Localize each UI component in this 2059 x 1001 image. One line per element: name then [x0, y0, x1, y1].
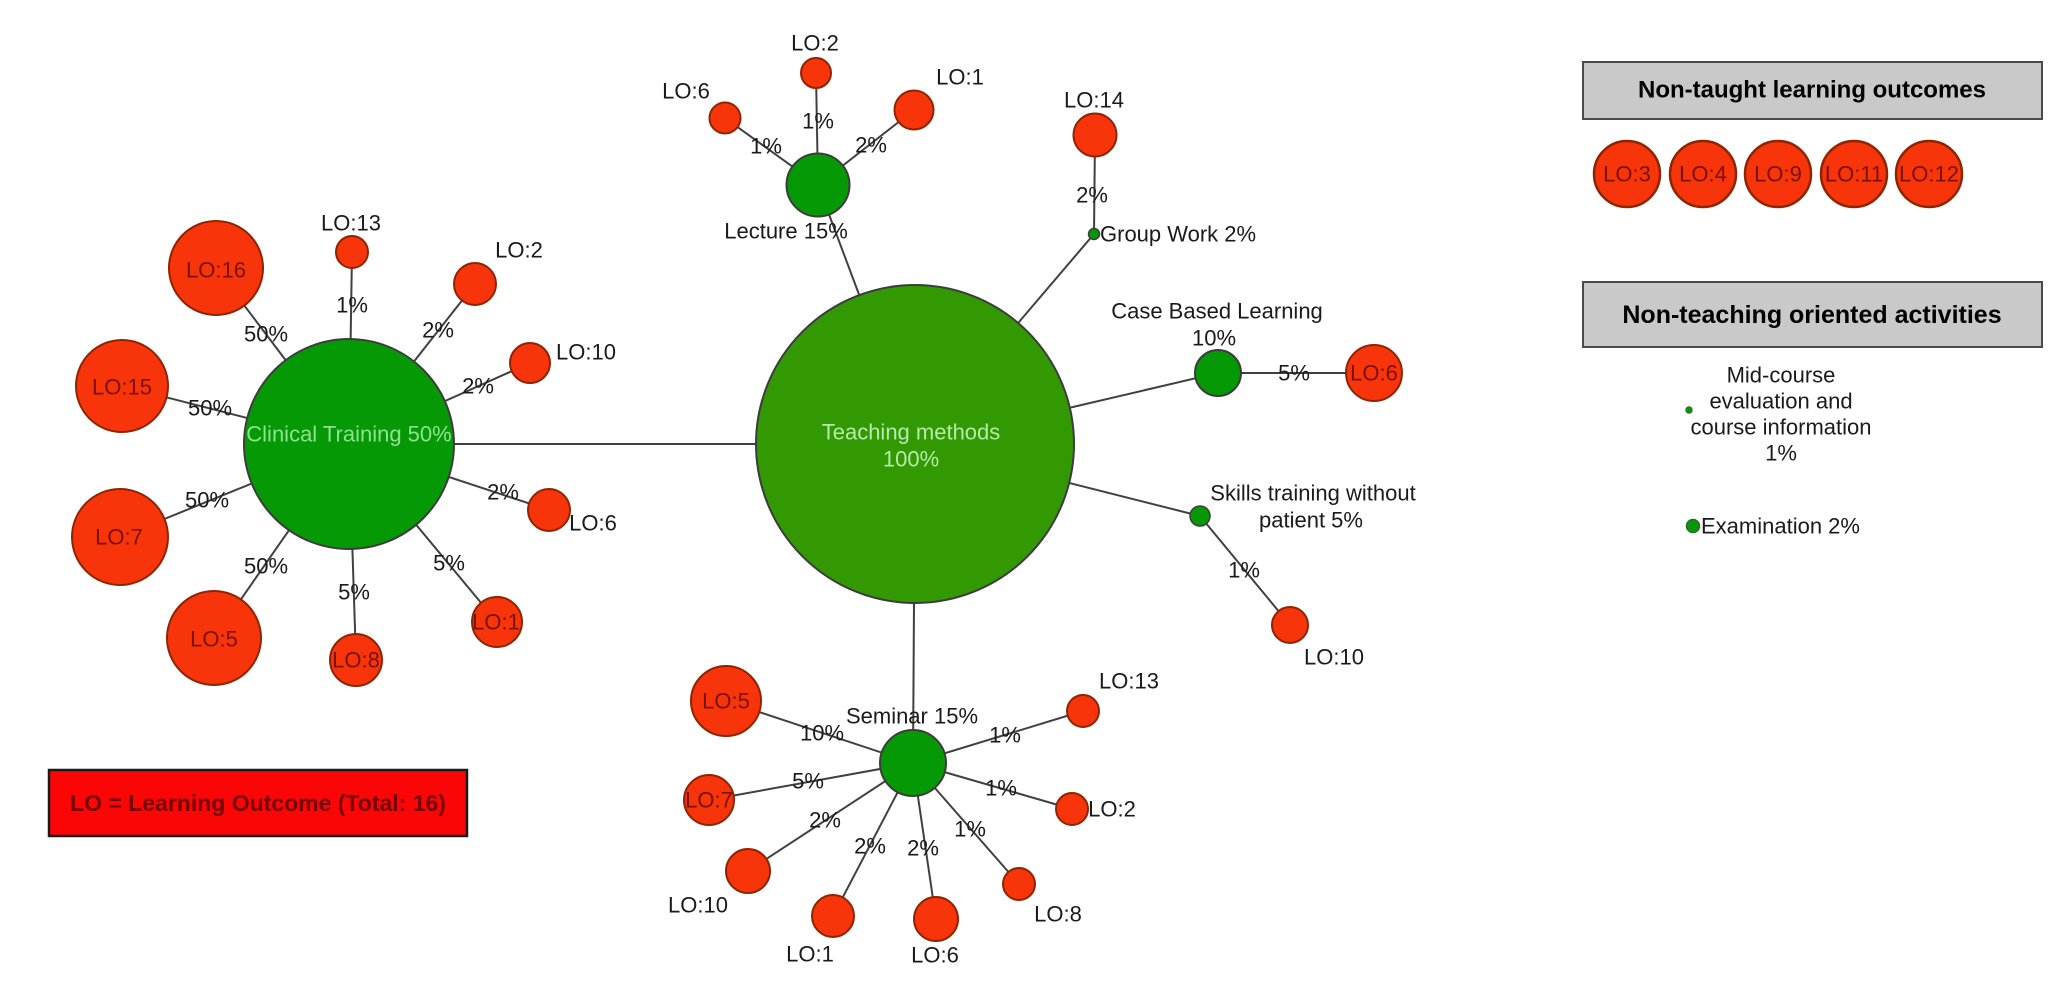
- svg-text:2%: 2%: [462, 374, 494, 399]
- svg-text:5%: 5%: [338, 580, 370, 605]
- svg-text:2%: 2%: [1076, 183, 1108, 208]
- svg-text:LO:11: LO:11: [1825, 162, 1883, 187]
- svg-text:10%: 10%: [1192, 326, 1236, 351]
- svg-text:1%: 1%: [1228, 558, 1260, 583]
- svg-text:Case Based Learning: Case Based Learning: [1111, 299, 1323, 324]
- svg-text:LO:6: LO:6: [569, 511, 617, 536]
- svg-text:2%: 2%: [854, 834, 886, 859]
- svg-text:2%: 2%: [907, 836, 939, 861]
- svg-text:LO:1: LO:1: [936, 65, 984, 90]
- svg-text:50%: 50%: [244, 554, 288, 579]
- svg-text:LO:6: LO:6: [1350, 361, 1398, 386]
- svg-text:patient 5%: patient 5%: [1259, 508, 1363, 533]
- svg-text:Teaching methods: Teaching methods: [822, 420, 1001, 445]
- svg-text:LO:7: LO:7: [95, 525, 143, 550]
- svg-text:LO:8: LO:8: [1034, 902, 1082, 927]
- svg-text:Clinical Training 50%: Clinical Training 50%: [246, 422, 451, 447]
- svg-text:1%: 1%: [750, 134, 782, 159]
- svg-text:Mid-course: Mid-course: [1727, 363, 1836, 388]
- svg-text:50%: 50%: [188, 396, 232, 421]
- svg-text:LO:2: LO:2: [495, 238, 543, 263]
- svg-text:LO:10: LO:10: [556, 340, 616, 365]
- svg-text:LO:5: LO:5: [702, 689, 750, 714]
- svg-text:1%: 1%: [336, 293, 368, 318]
- svg-text:Non-teaching oriented activiti: Non-teaching oriented activities: [1622, 301, 2001, 329]
- svg-text:2%: 2%: [809, 808, 841, 833]
- svg-text:LO:1: LO:1: [786, 942, 834, 967]
- svg-text:1%: 1%: [989, 723, 1021, 748]
- svg-text:5%: 5%: [792, 769, 824, 794]
- svg-text:evaluation and: evaluation and: [1709, 389, 1852, 414]
- svg-text:2%: 2%: [855, 133, 887, 158]
- svg-text:10%: 10%: [800, 721, 844, 746]
- svg-text:1%: 1%: [954, 817, 986, 842]
- svg-text:5%: 5%: [433, 551, 465, 576]
- svg-text:LO:1: LO:1: [472, 610, 520, 635]
- svg-text:LO:6: LO:6: [911, 943, 959, 968]
- svg-text:Seminar 15%: Seminar 15%: [846, 704, 978, 729]
- svg-text:LO:4: LO:4: [1679, 162, 1727, 187]
- svg-text:LO:16: LO:16: [186, 258, 246, 283]
- svg-text:LO:15: LO:15: [92, 375, 152, 400]
- svg-text:2%: 2%: [422, 318, 454, 343]
- svg-text:Lecture 15%: Lecture 15%: [724, 219, 848, 244]
- svg-text:50%: 50%: [244, 322, 288, 347]
- svg-text:Skills training without: Skills training without: [1210, 481, 1415, 506]
- svg-text:LO:13: LO:13: [1099, 669, 1159, 694]
- svg-text:LO:5: LO:5: [190, 627, 238, 652]
- svg-text:LO:6: LO:6: [662, 79, 710, 104]
- svg-text:course information: course information: [1691, 415, 1872, 440]
- svg-text:LO:2: LO:2: [791, 31, 839, 56]
- svg-text:Group Work 2%: Group Work 2%: [1100, 222, 1256, 247]
- svg-text:LO:2: LO:2: [1088, 797, 1136, 822]
- svg-text:LO:13: LO:13: [321, 211, 381, 236]
- svg-text:2%: 2%: [487, 480, 519, 505]
- svg-text:LO:10: LO:10: [668, 893, 728, 918]
- svg-text:5%: 5%: [1278, 361, 1310, 386]
- svg-text:LO:10: LO:10: [1304, 645, 1364, 670]
- svg-text:LO:14: LO:14: [1064, 88, 1124, 113]
- svg-text:Non-taught learning outcomes: Non-taught learning outcomes: [1638, 77, 1986, 104]
- svg-text:LO:12: LO:12: [1899, 162, 1959, 187]
- svg-text:1%: 1%: [1765, 441, 1797, 466]
- svg-text:LO:8: LO:8: [332, 648, 380, 673]
- svg-text:LO:3: LO:3: [1603, 162, 1651, 187]
- svg-text:100%: 100%: [883, 447, 939, 472]
- svg-text:1%: 1%: [802, 109, 834, 134]
- svg-text:1%: 1%: [985, 776, 1017, 801]
- svg-text:LO:9: LO:9: [1754, 162, 1802, 187]
- svg-text:LO:7: LO:7: [685, 788, 733, 813]
- svg-text:Examination 2%: Examination 2%: [1701, 514, 1860, 539]
- svg-text:50%: 50%: [185, 488, 229, 513]
- svg-text:LO = Learning Outcome (Total:: LO = Learning Outcome (Total: 16): [70, 790, 446, 816]
